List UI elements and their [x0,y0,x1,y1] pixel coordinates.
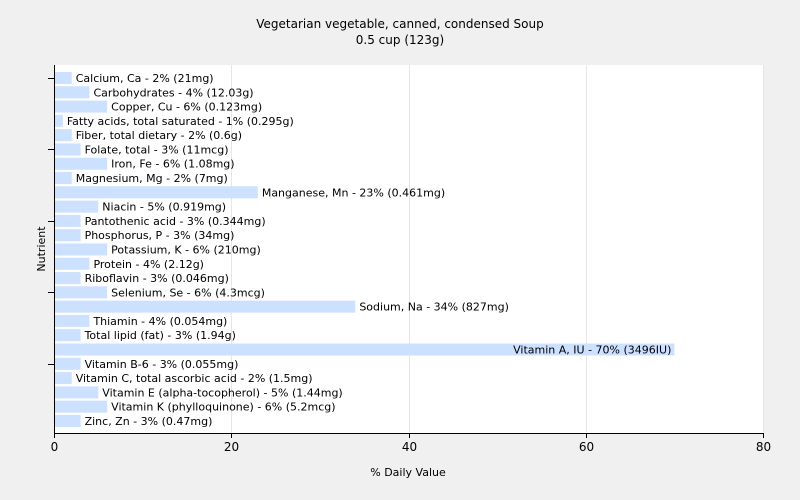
bar [54,200,99,213]
bar-label: Vitamin A, IU - 70% (3496IU) [513,344,671,357]
bar-label: Fiber, total dietary - 2% (0.6g) [76,129,242,142]
bar-label: Vitamin C, total ascorbic acid - 2% (1.5… [76,372,313,385]
bar-label: Magnesium, Mg - 2% (7mg) [76,172,228,185]
bar-label: Riboflavin - 3% (0.046mg) [85,272,229,285]
bar-label: Manganese, Mn - 23% (0.461mg) [262,186,445,199]
bar-label: Copper, Cu - 6% (0.123mg) [111,101,262,114]
bar [54,314,90,327]
bar [54,157,108,170]
x-tick-label: 60 [579,440,594,454]
bar-label: Niacin - 5% (0.919mg) [102,201,226,214]
bar [54,400,108,413]
bar [54,257,90,270]
bar [54,172,72,185]
bar [54,272,81,285]
bar-label: Protein - 4% (2.12g) [93,258,204,271]
bar [54,243,108,256]
bar-layer: Calcium, Ca - 2% (21mg)Carbohydrates - 4… [54,72,675,428]
bar-label: Vitamin E (alpha-tocopherol) - 5% (1.44m… [102,386,342,399]
bar-label: Sodium, Na - 34% (827mg) [359,301,509,314]
bar [54,129,72,142]
bar [54,372,72,385]
bar [54,214,81,227]
bar [54,357,81,370]
bar-label: Pantothenic acid - 3% (0.344mg) [85,215,266,228]
bar-label: Iron, Fe - 6% (1.08mg) [111,158,234,171]
bar [54,100,108,113]
chart-subtitle: 0.5 cup (123g) [356,33,444,47]
x-tick-label: 80 [756,440,771,454]
bar-label: Fatty acids, total saturated - 1% (0.295… [67,115,294,128]
bar-label: Phosphorus, P - 3% (34mg) [85,229,235,242]
bar [54,229,81,242]
bar [54,329,81,342]
bar-label: Calcium, Ca - 2% (21mg) [76,72,214,85]
bar [54,343,675,356]
chart-title: Vegetarian vegetable, canned, condensed … [256,17,543,31]
plot-area [54,65,763,433]
bar [54,300,356,313]
bar-label: Zinc, Zn - 3% (0.47mg) [85,415,213,428]
x-tick-label: 20 [224,440,239,454]
bar-label: Thiamin - 4% (0.054mg) [92,315,227,328]
bar [54,72,72,84]
bar [54,86,90,99]
bar [54,414,81,427]
grid-layer [231,65,764,433]
bar [54,186,258,199]
bar-label: Total lipid (fat) - 3% (1.94g) [84,329,236,342]
bar-label: Folate, total - 3% (11mcg) [85,143,229,156]
bar-label: Vitamin K (phylloquinone) - 6% (5.2mcg) [111,401,335,414]
x-tick-label: 0 [51,440,59,454]
bar-label: Selenium, Se - 6% (4.3mcg) [111,286,265,299]
bar-label: Potassium, K - 6% (210mg) [111,243,261,256]
y-axis-label: Nutrient [35,226,48,272]
bar [54,286,108,299]
bar [54,386,99,399]
x-axis-label: % Daily Value [370,466,446,479]
bar-label: Carbohydrates - 4% (12.03g) [93,86,253,99]
bar-label: Vitamin B-6 - 3% (0.055mg) [85,358,239,371]
bar [54,114,63,127]
bar [54,143,81,156]
x-tick-label: 40 [402,440,417,454]
axis-layer: 0 20 40 60 80 [48,65,771,454]
